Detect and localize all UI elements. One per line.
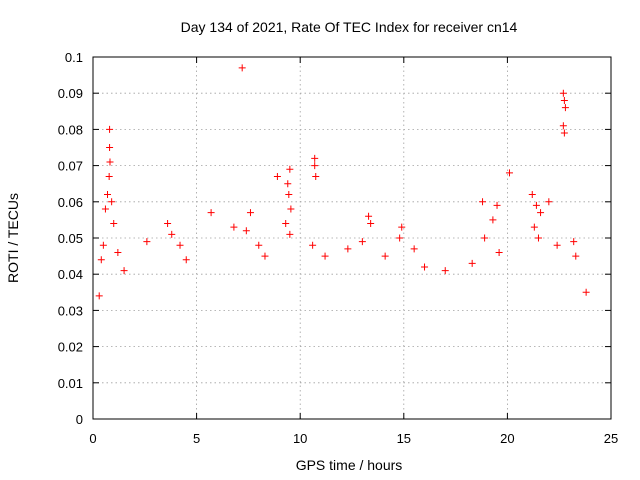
data-point xyxy=(105,172,113,180)
y-tick-label: 0.1 xyxy=(65,50,83,65)
data-point xyxy=(164,220,172,228)
data-point xyxy=(246,209,254,217)
x-tick-label: 25 xyxy=(604,431,618,446)
data-point xyxy=(255,241,263,249)
data-point xyxy=(238,64,246,72)
data-point xyxy=(344,245,352,253)
data-point xyxy=(553,241,561,249)
y-axis-label: ROTI / TECUs xyxy=(5,193,21,283)
data-point xyxy=(286,165,294,173)
data-point xyxy=(106,144,114,151)
data-point xyxy=(311,162,319,170)
data-point xyxy=(182,256,190,264)
data-point xyxy=(104,191,112,199)
data-point xyxy=(365,212,373,220)
data-point xyxy=(410,245,418,253)
data-points xyxy=(95,64,590,300)
data-point xyxy=(534,234,542,242)
data-point xyxy=(441,267,449,275)
data-point xyxy=(286,230,294,238)
data-point xyxy=(505,169,513,177)
y-tick-label: 0.04 xyxy=(58,267,83,282)
data-point xyxy=(358,238,366,246)
data-point xyxy=(282,220,290,228)
data-point xyxy=(106,158,114,166)
x-tick-label: 15 xyxy=(397,431,411,446)
data-point xyxy=(532,201,540,209)
data-point xyxy=(495,248,503,256)
data-point xyxy=(560,96,568,104)
data-point xyxy=(114,248,122,256)
data-point xyxy=(572,252,580,260)
data-point xyxy=(311,154,319,162)
x-axis-label: GPS time / hours xyxy=(296,457,403,473)
y-tick-label: 0.08 xyxy=(58,122,83,137)
y-tick-label: 0.05 xyxy=(58,231,83,246)
data-point xyxy=(582,288,590,296)
y-tick-label: 0.01 xyxy=(58,376,83,391)
data-point xyxy=(261,252,269,260)
axis-ticks: 0 0.01 0.02 0.03 0.04 0.05 0.06 0.07 0.08 0.09 0.1… xyxy=(58,50,619,446)
data-point xyxy=(528,191,536,199)
data-point xyxy=(493,201,501,209)
data-point xyxy=(309,241,317,249)
y-tick-label: 0 xyxy=(76,412,83,427)
data-point xyxy=(489,216,497,224)
data-point xyxy=(176,241,184,249)
data-point xyxy=(168,230,176,238)
data-point xyxy=(99,241,107,249)
data-point xyxy=(468,259,476,267)
y-tick-label: 0.03 xyxy=(58,303,83,318)
data-point xyxy=(560,129,568,137)
data-point xyxy=(273,172,281,180)
data-point xyxy=(230,223,238,231)
x-tick-label: 5 xyxy=(193,431,200,446)
chart-title: Day 134 of 2021, Rate Of TEC Index for r… xyxy=(181,19,518,35)
data-point xyxy=(545,198,553,206)
y-tick-label: 0.02 xyxy=(58,340,83,355)
data-point xyxy=(108,198,116,206)
data-point xyxy=(561,104,569,112)
data-point xyxy=(396,234,404,242)
data-point xyxy=(381,252,389,260)
y-tick-label: 0.09 xyxy=(58,86,83,101)
data-point xyxy=(321,252,329,260)
data-point xyxy=(570,238,578,246)
data-point xyxy=(242,227,250,235)
data-point xyxy=(101,205,109,213)
data-point xyxy=(106,125,114,133)
grid-lines xyxy=(93,57,611,419)
data-point xyxy=(285,191,293,199)
data-point xyxy=(421,263,429,271)
data-point xyxy=(284,180,292,188)
data-point xyxy=(287,205,295,213)
data-point xyxy=(207,209,215,217)
data-point xyxy=(95,292,103,300)
data-point xyxy=(110,220,118,228)
data-point xyxy=(97,256,105,264)
data-point xyxy=(398,223,406,231)
y-tick-label: 0.07 xyxy=(58,159,83,174)
y-tick-label: 0.06 xyxy=(58,195,83,210)
data-point xyxy=(481,234,489,242)
data-point xyxy=(530,223,538,231)
data-point xyxy=(312,172,320,180)
x-tick-label: 20 xyxy=(500,431,514,446)
x-tick-label: 0 xyxy=(89,431,96,446)
x-tick-label: 10 xyxy=(293,431,307,446)
data-point xyxy=(559,89,567,97)
data-point xyxy=(143,238,151,246)
data-point xyxy=(367,220,375,228)
data-point xyxy=(537,209,545,217)
data-point xyxy=(120,267,128,275)
data-point xyxy=(479,198,487,206)
data-point xyxy=(559,122,567,130)
